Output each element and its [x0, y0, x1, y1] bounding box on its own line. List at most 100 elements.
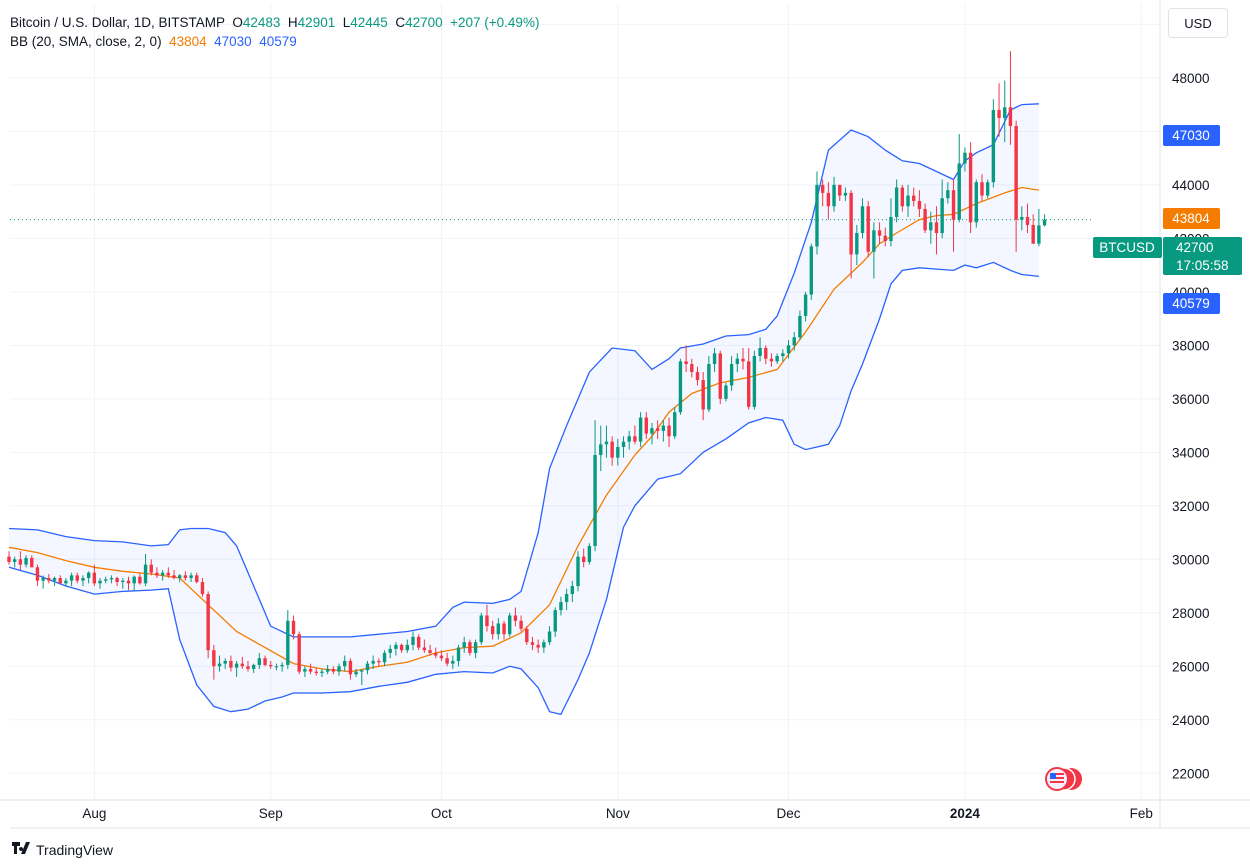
candle[interactable] [815, 171, 819, 255]
candle[interactable] [638, 412, 643, 447]
candle[interactable] [183, 571, 188, 581]
candle[interactable] [98, 578, 102, 589]
candle[interactable] [587, 543, 592, 565]
candle[interactable] [47, 574, 51, 584]
candle[interactable] [24, 555, 28, 568]
candle[interactable] [690, 358, 694, 378]
candle[interactable] [650, 422, 654, 445]
candle[interactable] [968, 142, 973, 234]
candle[interactable] [860, 198, 865, 239]
candle[interactable] [508, 612, 512, 637]
candle[interactable] [257, 652, 262, 669]
candle[interactable] [599, 425, 603, 472]
candle[interactable] [138, 572, 142, 585]
candle[interactable] [337, 663, 341, 676]
candle[interactable] [41, 575, 45, 589]
flag-events-icon[interactable] [1045, 767, 1082, 791]
candle[interactable] [490, 620, 495, 640]
candle[interactable] [963, 147, 967, 172]
candle[interactable] [422, 639, 427, 653]
candle[interactable] [1008, 51, 1013, 145]
candle[interactable] [985, 179, 990, 199]
candle[interactable] [889, 198, 893, 247]
candle[interactable] [246, 660, 250, 672]
candle[interactable] [1020, 206, 1024, 231]
candle[interactable] [468, 639, 472, 656]
candle[interactable] [974, 179, 978, 228]
candle[interactable] [792, 331, 796, 351]
candle[interactable] [673, 406, 677, 439]
candle[interactable] [132, 575, 136, 592]
candle[interactable] [58, 575, 62, 584]
candle[interactable] [616, 438, 620, 466]
candle[interactable] [513, 607, 518, 627]
candle[interactable] [354, 668, 358, 677]
candle[interactable] [126, 576, 131, 591]
candle[interactable] [769, 353, 774, 367]
candle[interactable] [496, 618, 501, 640]
candle[interactable] [991, 99, 996, 188]
candle[interactable] [997, 83, 1001, 137]
candle[interactable] [593, 420, 597, 552]
candle[interactable] [695, 366, 700, 386]
candle[interactable] [81, 575, 85, 587]
candle[interactable] [934, 206, 939, 255]
candle[interactable] [234, 660, 239, 677]
tradingview-logo[interactable]: TradingView [12, 841, 113, 858]
candle[interactable] [621, 436, 626, 458]
candle[interactable] [388, 644, 392, 659]
candle[interactable] [1014, 120, 1018, 252]
candle[interactable] [729, 356, 734, 391]
candle[interactable] [929, 211, 933, 244]
candle[interactable] [274, 663, 279, 671]
candle[interactable] [917, 190, 922, 217]
candle[interactable] [399, 643, 404, 653]
candle[interactable] [536, 639, 540, 653]
candle[interactable] [803, 291, 808, 322]
candle[interactable] [923, 203, 927, 234]
candle[interactable] [735, 353, 740, 373]
candle[interactable] [291, 615, 296, 640]
candle[interactable] [855, 224, 859, 266]
candle[interactable] [155, 567, 159, 579]
candle[interactable] [866, 200, 870, 258]
candle[interactable] [894, 179, 899, 223]
candle[interactable] [843, 187, 848, 201]
candle[interactable] [286, 610, 290, 669]
candle[interactable] [7, 551, 11, 565]
currency-button[interactable]: USD [1168, 8, 1228, 38]
candle[interactable] [308, 663, 313, 675]
candle[interactable] [263, 655, 267, 667]
candle[interactable] [502, 620, 506, 640]
candle[interactable] [411, 631, 415, 651]
candle[interactable] [951, 179, 956, 252]
candle[interactable] [627, 430, 631, 450]
candle[interactable] [434, 647, 438, 659]
candle[interactable] [553, 607, 557, 637]
candle[interactable] [195, 572, 199, 584]
candle[interactable] [912, 187, 916, 207]
candle[interactable] [832, 176, 836, 212]
candle[interactable] [781, 349, 785, 362]
candle[interactable] [30, 555, 34, 568]
candle[interactable] [18, 551, 23, 570]
candle[interactable] [69, 572, 74, 587]
candle[interactable] [331, 666, 336, 675]
candle[interactable] [610, 436, 614, 466]
candle[interactable] [360, 668, 364, 685]
candle[interactable] [576, 551, 580, 592]
candle[interactable] [115, 576, 119, 587]
candle[interactable] [206, 591, 210, 659]
candle[interactable] [1003, 80, 1007, 143]
candle[interactable] [525, 626, 529, 645]
candle[interactable] [428, 644, 432, 656]
candle[interactable] [707, 356, 711, 413]
candle[interactable] [655, 420, 660, 439]
candle[interactable] [684, 345, 688, 373]
candle[interactable] [149, 559, 153, 576]
candle[interactable] [883, 227, 887, 247]
candle[interactable] [661, 420, 666, 442]
candle[interactable] [223, 658, 227, 669]
candle[interactable] [343, 655, 347, 672]
